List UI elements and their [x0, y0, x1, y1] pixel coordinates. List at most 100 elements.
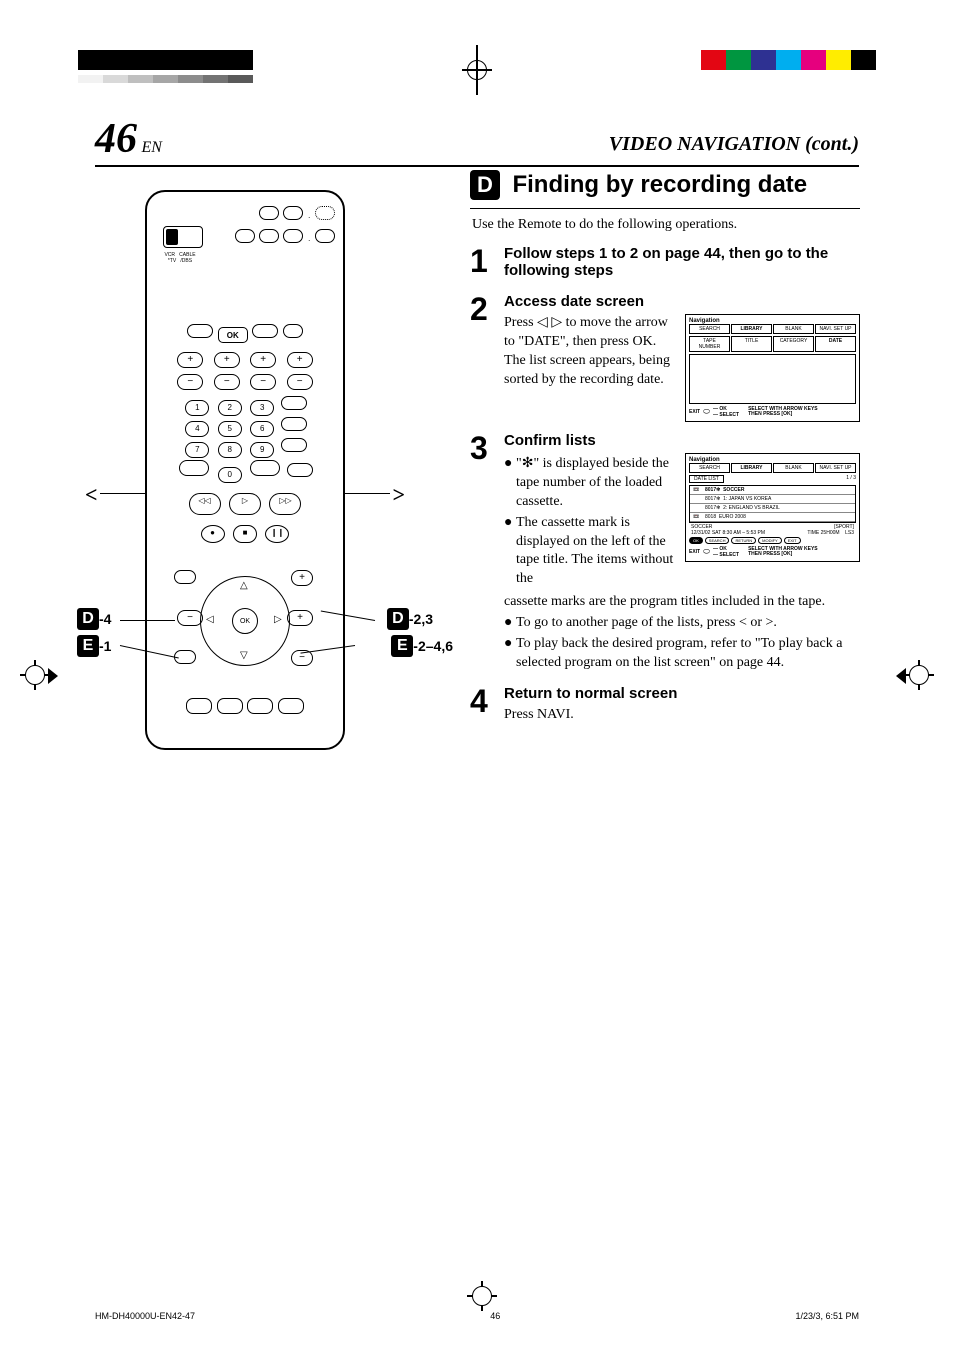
info-time: 12/31/02 SAT 8:30 AM – 5:53 PM: [691, 530, 765, 536]
rewind-button: ◁◁: [189, 493, 221, 515]
info-meta: [SPORT] TIME 25H00M LS3: [807, 524, 854, 536]
remote-btn: [315, 229, 335, 243]
minus-button: −: [214, 374, 240, 390]
section-box-icon: D: [470, 170, 500, 200]
tab-search: SEARCH: [689, 463, 730, 473]
remote-btn: [315, 206, 335, 220]
triangle-right-icon: [896, 668, 906, 684]
remote-btn: [179, 460, 209, 476]
tab-library: LIBRARY: [731, 463, 772, 473]
registration-marks-top: [0, 50, 954, 80]
box-e-icon: E: [77, 635, 99, 657]
remote-btn: [235, 229, 255, 243]
footer-timestamp: 1/23/3, 6:51 PM: [795, 1311, 859, 1321]
page: 46 EN VIDEO NAVIGATION (cont.) VCR CABLE…: [0, 0, 954, 1351]
num-5-button: 5: [218, 421, 242, 437]
box-e-icon: E: [391, 635, 413, 657]
page-footer: HM-DH40000U-EN42-47 46 1/23/3, 6:51 PM: [95, 1311, 859, 1321]
box-d-icon: D: [77, 608, 99, 630]
remote-btn: [278, 698, 304, 714]
ffwd-button: ▷▷: [269, 493, 301, 515]
remote-btn: [281, 438, 307, 452]
center-circle-icon: [467, 60, 487, 80]
step-text: Press NAVI.: [504, 706, 860, 725]
minus-button: −: [177, 610, 203, 626]
side-mark-right: [904, 660, 934, 690]
step-number: 4: [470, 685, 504, 725]
num-1-button: 1: [185, 400, 209, 416]
step-number: 3: [470, 432, 504, 675]
section-title: VIDEO NAVIGATION (cont.): [609, 133, 859, 156]
tab-blank: BLANK: [773, 324, 814, 334]
list-item: 8017✻ 1: JAPAN VS KOREA: [690, 495, 855, 504]
ok-mini-button: OK: [689, 537, 703, 544]
main-title: Finding by recording date: [512, 171, 807, 199]
nav-tabs: SEARCH LIBRARY BLANK NAVI. SET UP: [689, 324, 856, 334]
registration-mark-bottom: [467, 1281, 487, 1301]
subtab-category: CATEGORY: [773, 336, 814, 352]
footer-page: 46: [490, 1311, 500, 1321]
exit-label: EXIT: [689, 409, 700, 415]
dpad-left-icon: ◁: [206, 614, 214, 625]
plus-button: +: [177, 352, 203, 368]
dpad: OK △ ▽ ◁ ▷ − + + −: [180, 556, 310, 686]
list-item: 8017✻ 2: ENGLAND VS BRAZIL: [690, 504, 855, 513]
switch-label: VCR CABLE *TV /DBS: [155, 252, 205, 264]
button-row: OK SEARCH RETURN MODIFY EXIT: [689, 537, 856, 544]
info-row: SOCCER 12/31/02 SAT 8:30 AM – 5:53 PM [S…: [689, 524, 856, 536]
step-3: 3 Confirm lists ●"✻" is displayed beside…: [470, 432, 860, 675]
select-label: SELECT: [719, 412, 739, 418]
remote-btn: [247, 698, 273, 714]
num-8-button: 8: [218, 442, 242, 458]
callout-e246: E-2–4,6: [391, 635, 453, 657]
callout-suffix: -2–4,6: [413, 638, 453, 654]
list-item: 📼8017✻ SOCCER: [690, 486, 855, 495]
nav-body: [689, 354, 856, 404]
remote-btn: [283, 229, 303, 243]
callout-line: [120, 620, 175, 621]
plus-button: +: [287, 352, 313, 368]
list-item: 📼8018 EURO 2008: [690, 513, 855, 522]
box-d-icon: D: [387, 608, 409, 630]
title-row: D Finding by recording date: [470, 170, 860, 200]
dpad-ok-button: OK: [232, 608, 258, 634]
step-4: 4 Return to normal screen Press NAVI.: [470, 685, 860, 725]
dpad-down-icon: ▽: [240, 650, 248, 661]
remote-btn: [187, 324, 213, 338]
num-4-button: 4: [185, 421, 209, 437]
tab-blank: BLANK: [773, 463, 814, 473]
cassette-icon: 📼: [693, 514, 705, 520]
num-0-button: 0: [218, 467, 242, 483]
date-list: 📼8017✻ SOCCER 8017✻ 1: JAPAN VS KOREA 80…: [689, 485, 856, 523]
tab-library: LIBRARY: [731, 324, 772, 334]
callout-d4: D-4: [77, 608, 111, 630]
plus-button: +: [250, 352, 276, 368]
side-mark-left: [20, 660, 50, 690]
step-title: Confirm lists: [504, 432, 860, 449]
play-button: ▷: [229, 493, 261, 515]
bullet-text: "✻" is displayed beside the tape number …: [516, 455, 675, 512]
remote-illustration: VCR CABLE *TV /DBS · ·: [95, 190, 395, 770]
footer-hint: SELECT WITH ARROW KEYS THEN PRESS [OK]: [748, 407, 818, 418]
transport-row: ◁◁ ▷ ▷▷: [155, 490, 335, 516]
color-squares: [701, 50, 876, 75]
nav-footer: EXIT ⬭ — OK— SELECT SELECT WITH ARROW KE…: [689, 406, 856, 418]
dpad-up-icon: △: [240, 580, 248, 591]
step-line: The list screen appears, being sorted by…: [504, 353, 670, 387]
mode-switch: [163, 226, 203, 248]
tab-setup: NAVI. SET UP: [815, 324, 856, 334]
number-pad: 1 2 3 4 5 6 7 8 9 0: [155, 396, 335, 484]
bullet-continuation: cassette marks are the program titles in…: [504, 594, 825, 609]
remote-btn: [252, 324, 278, 338]
step-title: Access date screen: [504, 293, 860, 310]
remote-btn: [259, 229, 279, 243]
ok-button: OK: [218, 327, 248, 343]
nav-screen-1: Navigation SEARCH LIBRARY BLANK NAVI. SE…: [685, 314, 860, 422]
minus-button: −: [177, 374, 203, 390]
remote-btn: [281, 417, 307, 431]
plus-button: +: [214, 352, 240, 368]
nav-tabs: SEARCH LIBRARY BLANK NAVI. SET UP: [689, 463, 856, 473]
bullet-text: To play back the desired program, refer …: [516, 635, 860, 673]
callout-suffix: -4: [99, 611, 111, 627]
num-6-button: 6: [250, 421, 274, 437]
